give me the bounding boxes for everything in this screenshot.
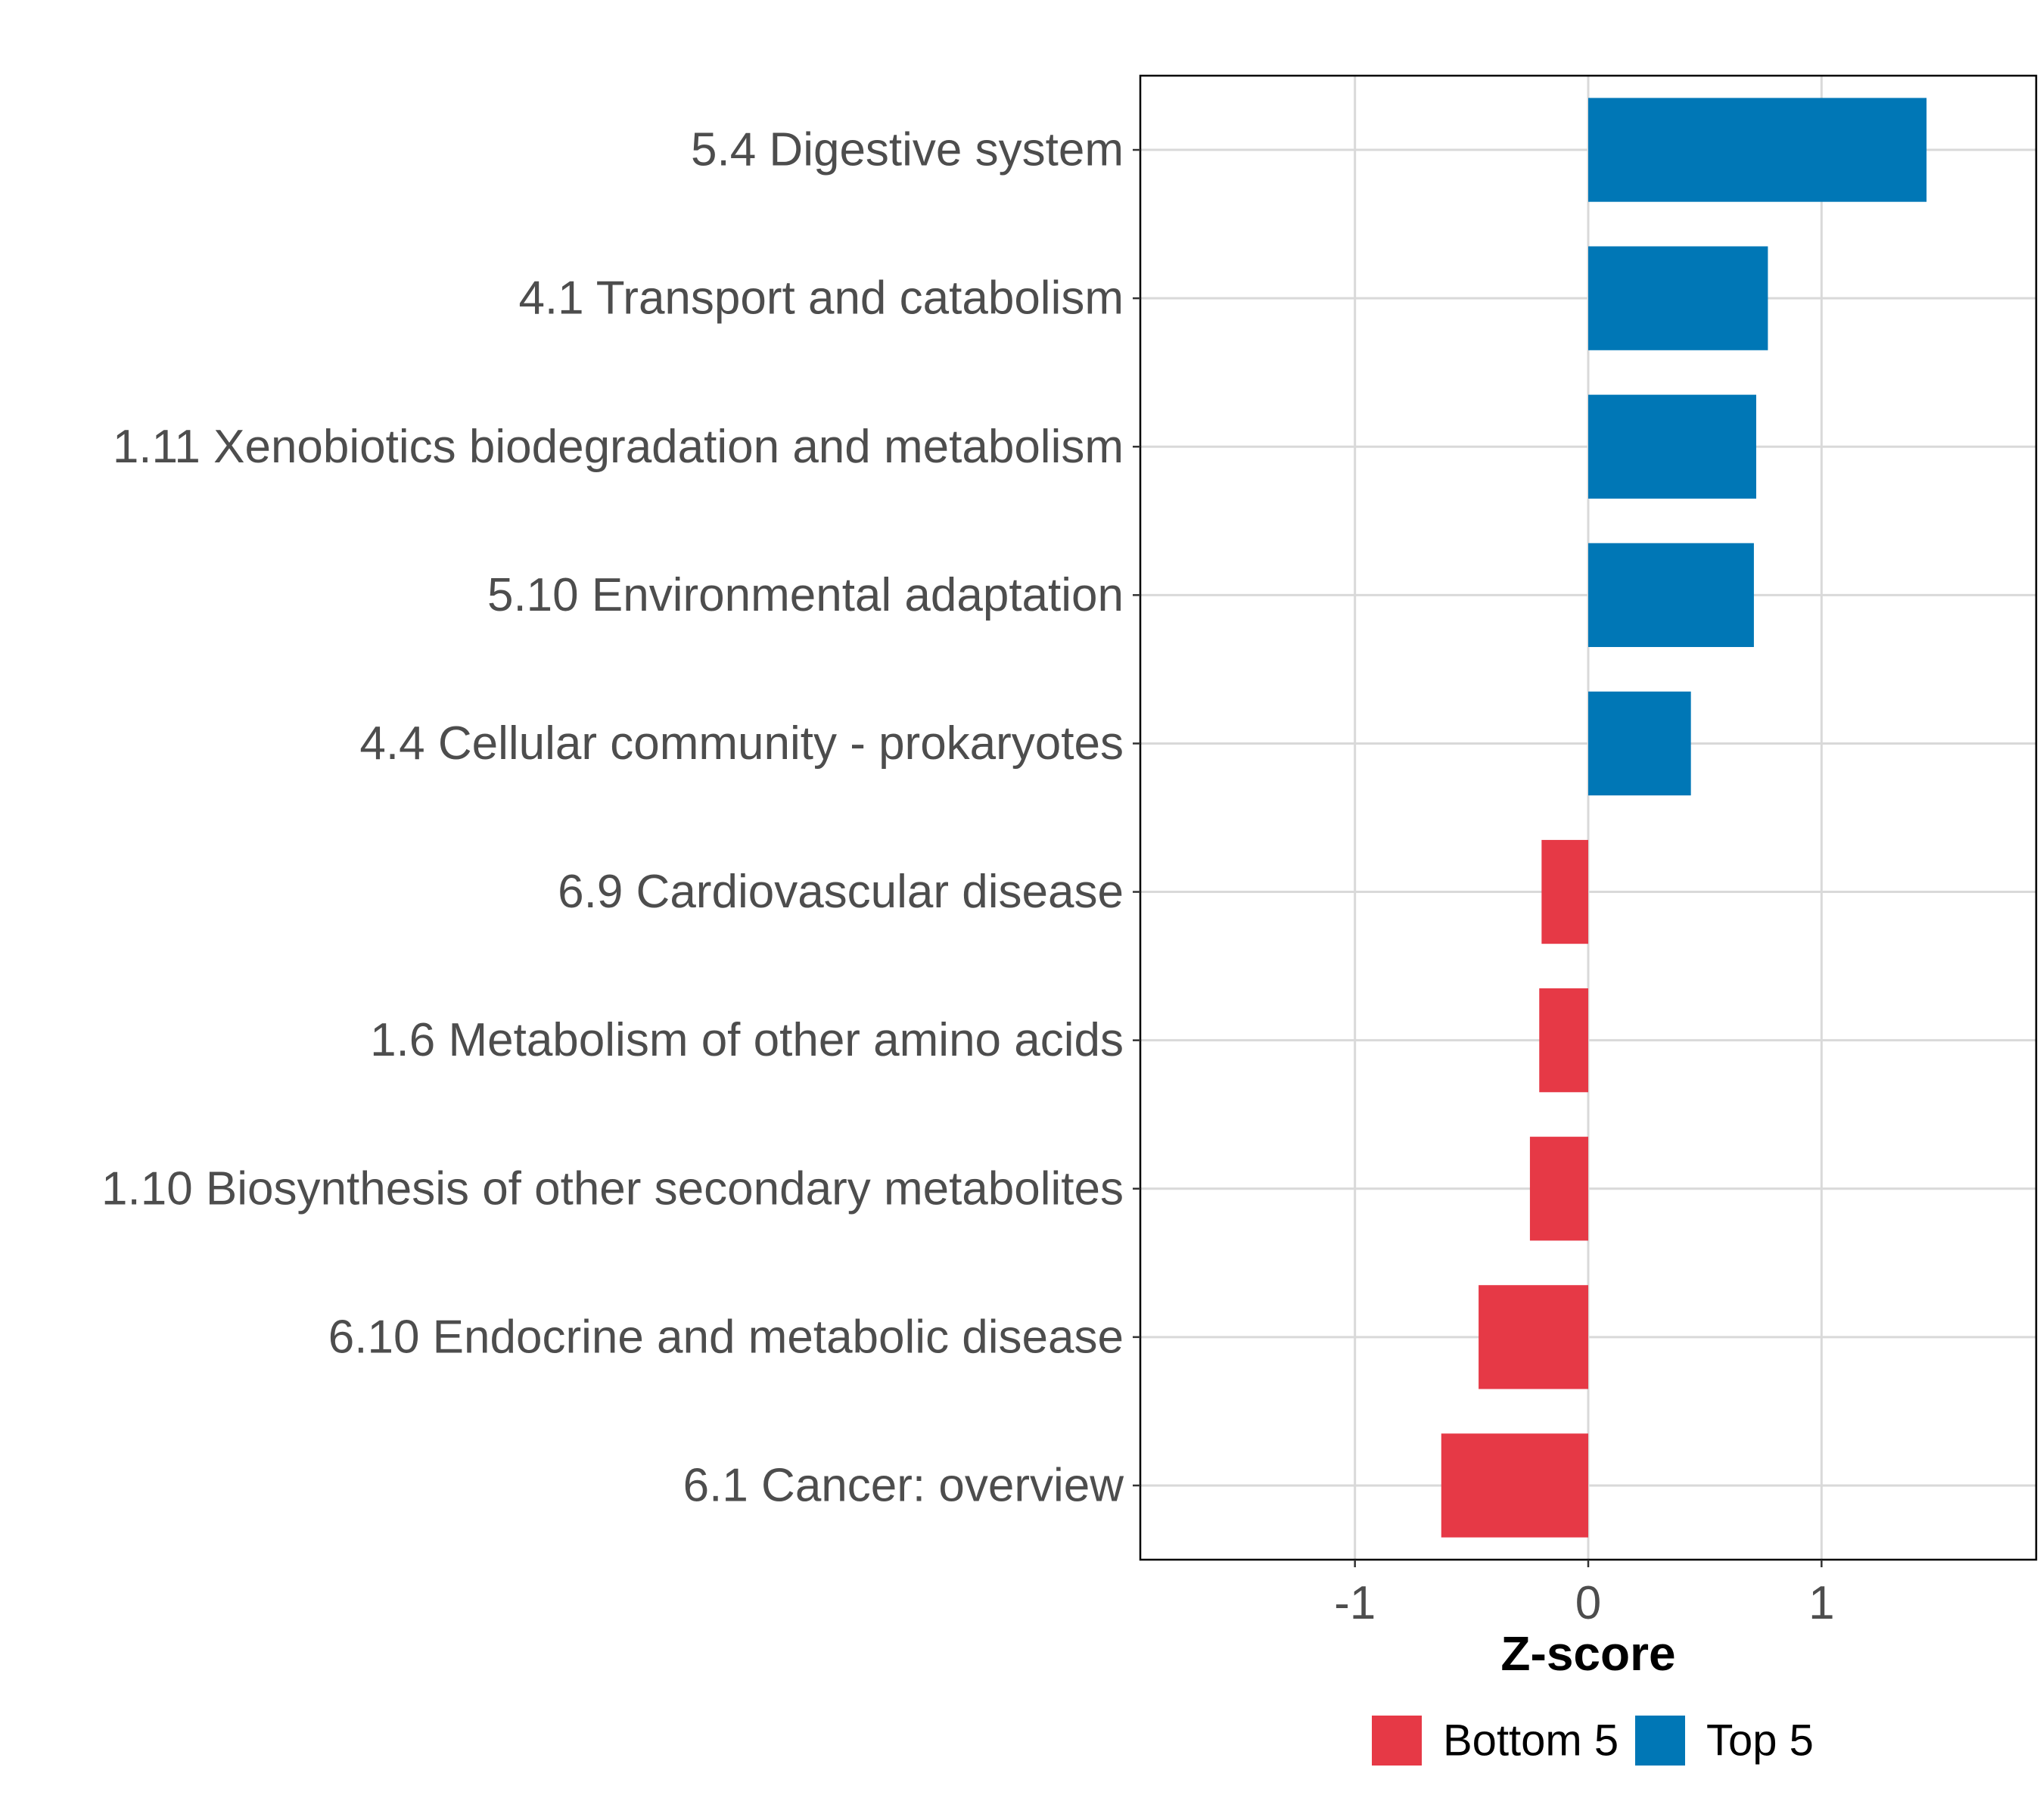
bar <box>1539 988 1588 1093</box>
y-tick-label: 6.9 Cardiovascular disease <box>558 866 1124 918</box>
bar <box>1479 1285 1588 1389</box>
bars <box>1441 98 1927 1538</box>
x-tick-label: 1 <box>1808 1577 1834 1629</box>
x-axis-title: Z-score <box>1500 1626 1675 1681</box>
bar <box>1441 1433 1588 1538</box>
bar <box>1588 246 1768 350</box>
y-tick-label: 6.10 Endocrine and metabolic disease <box>328 1311 1124 1363</box>
bar <box>1588 98 1927 202</box>
bar <box>1588 394 1756 499</box>
bar <box>1529 1137 1588 1241</box>
y-tick-label: 5.4 Digestive system <box>691 124 1124 176</box>
legend-key <box>1635 1716 1685 1766</box>
legend-label: Top 5 <box>1706 1716 1814 1766</box>
legend-label: Bottom 5 <box>1443 1716 1619 1766</box>
y-tick-label: 4.1 Transport and catabolism <box>518 272 1124 325</box>
y-axis-ticks: 5.4 Digestive system 4.1 Transport and ca… <box>101 124 1140 1511</box>
y-tick-label: 1.11 Xenobiotics biodegradation and meta… <box>113 421 1124 473</box>
x-axis-ticks: -1 0 1 <box>1334 1560 1835 1629</box>
y-tick-label: 5.10 Environmental adaptation <box>487 569 1124 621</box>
bar <box>1588 543 1754 647</box>
legend: Bottom 5 Top 5 <box>1372 1716 1814 1766</box>
y-tick-label: 4.4 Cellular community - prokaryotes <box>359 717 1124 770</box>
legend-key <box>1372 1716 1422 1766</box>
y-tick-label: 1.10 Biosynthesis of other secondary met… <box>101 1162 1124 1215</box>
bar <box>1541 839 1588 944</box>
x-tick-label: -1 <box>1334 1577 1376 1629</box>
x-tick-label: 0 <box>1575 1577 1601 1629</box>
bar <box>1588 691 1691 796</box>
y-tick-label: 1.6 Metabolism of other amino acids <box>370 1014 1124 1066</box>
y-tick-label: 6.1 Cancer: overview <box>683 1459 1124 1511</box>
